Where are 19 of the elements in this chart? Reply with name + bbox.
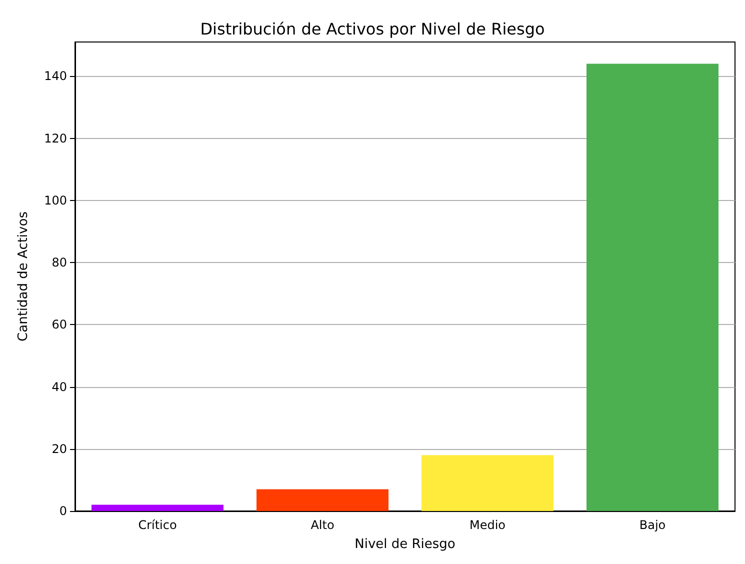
x-tick-label: Alto (310, 518, 334, 532)
x-tick-label: Medio (469, 518, 506, 532)
y-axis-title: Cantidad de Activos (16, 211, 31, 342)
chart-title: Distribución de Activos por Nivel de Riesgo (200, 20, 545, 38)
y-tick-label: 100 (44, 193, 67, 208)
bar (256, 489, 388, 511)
y-tick-label: 120 (44, 131, 67, 146)
y-tick-label: 0 (59, 504, 67, 518)
y-tick-label: 20 (52, 442, 67, 456)
y-tick-label: 60 (52, 318, 67, 332)
bar (92, 504, 224, 511)
x-axis-title: Nivel de Riesgo (354, 537, 456, 552)
bar (422, 455, 554, 511)
x-tick-label: Crítico (138, 518, 177, 532)
y-tick-label: 80 (52, 256, 67, 270)
bar (586, 64, 718, 511)
y-tick-label: 40 (52, 380, 67, 394)
y-tick-label: 140 (44, 69, 67, 84)
x-tick-label: Bajo (639, 518, 666, 532)
